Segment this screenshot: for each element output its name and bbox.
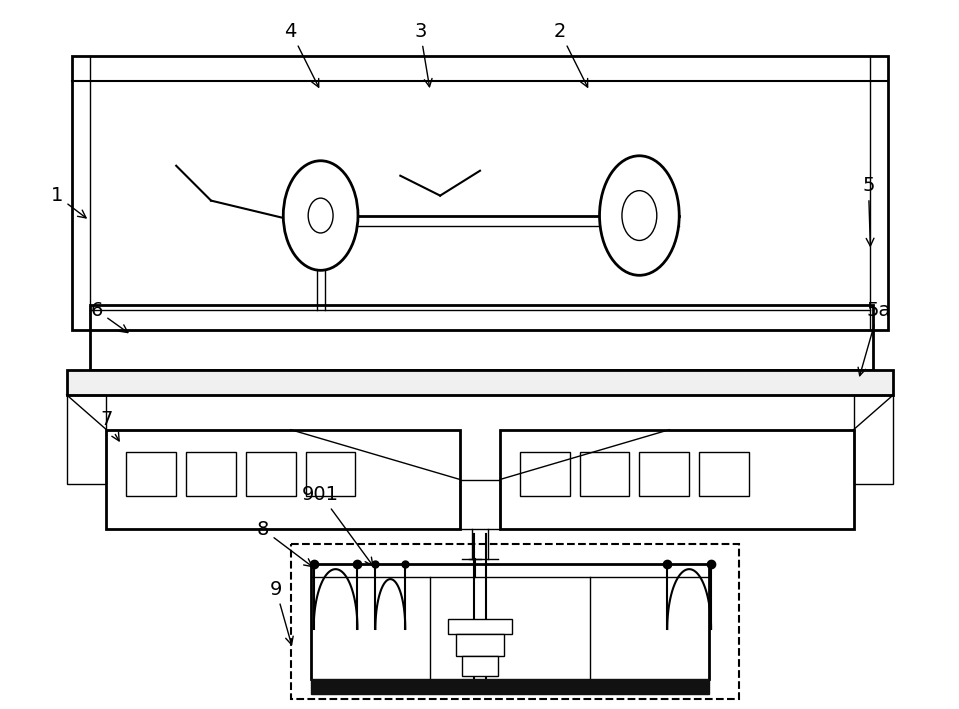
Bar — [66, 370, 894, 395]
Text: 5: 5 — [862, 176, 875, 246]
Ellipse shape — [283, 161, 358, 270]
Bar — [66, 395, 106, 484]
Text: 5a: 5a — [858, 301, 891, 376]
Bar — [520, 452, 570, 496]
Bar — [106, 430, 460, 530]
Bar — [462, 656, 498, 676]
Text: 6: 6 — [90, 301, 128, 333]
Bar — [306, 452, 356, 496]
Bar — [699, 452, 749, 496]
Ellipse shape — [599, 156, 679, 275]
Bar — [448, 619, 512, 634]
Text: 4: 4 — [285, 22, 318, 87]
Ellipse shape — [308, 198, 333, 233]
Text: 3: 3 — [414, 22, 433, 86]
Bar — [246, 452, 295, 496]
Bar — [500, 430, 854, 530]
Text: 7: 7 — [101, 411, 119, 441]
Ellipse shape — [622, 191, 657, 240]
Bar — [640, 452, 690, 496]
Text: 9: 9 — [269, 579, 293, 644]
Bar — [89, 305, 874, 370]
Text: 1: 1 — [51, 186, 86, 218]
Bar — [460, 479, 500, 530]
Text: 8: 8 — [257, 520, 313, 566]
Bar — [854, 395, 894, 484]
Bar — [186, 452, 236, 496]
Text: 2: 2 — [553, 22, 588, 87]
Bar — [127, 452, 176, 496]
Bar — [456, 634, 503, 656]
Bar — [291, 545, 739, 698]
Bar — [579, 452, 629, 496]
Bar — [311, 679, 709, 693]
Text: 901: 901 — [302, 485, 373, 566]
Bar — [72, 56, 888, 330]
